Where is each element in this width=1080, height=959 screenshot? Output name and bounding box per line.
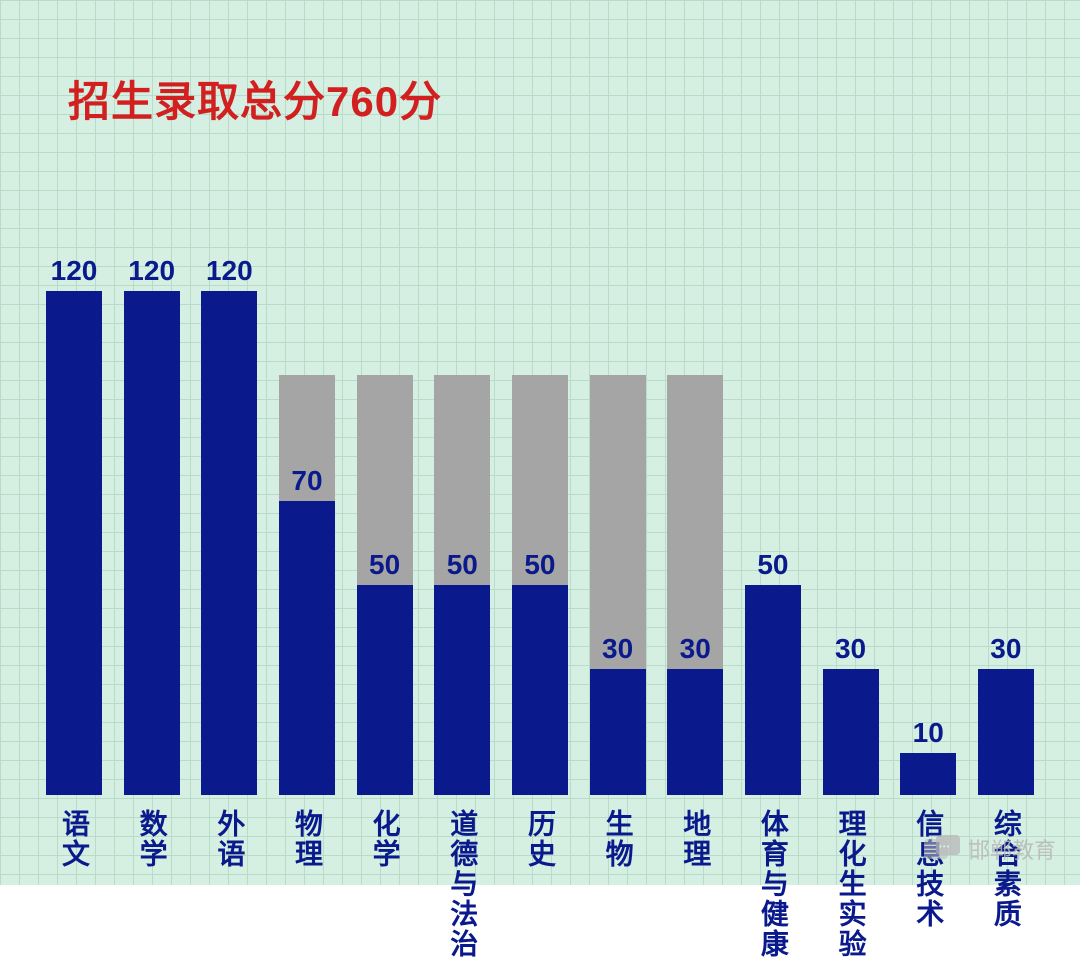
bar-value-label: 30 [667, 633, 723, 665]
bar-slot: 120数学 [124, 291, 180, 795]
category-label: 综合素质 [986, 809, 1026, 929]
category-label: 外语 [209, 809, 249, 869]
bar-blue-segment [46, 291, 102, 795]
bar-slot: 120语文 [46, 291, 102, 795]
bar-blue-segment [201, 291, 257, 795]
category-label: 物理 [287, 809, 327, 869]
category-label: 信息技术 [908, 809, 948, 929]
bar-slot: 50体育与健康 [745, 585, 801, 795]
bar-value-label: 30 [978, 633, 1034, 665]
bar-blue-segment [434, 585, 490, 795]
bar-blue-segment [745, 585, 801, 795]
bar-stack: 50 [357, 375, 413, 795]
bar-value-label: 50 [434, 549, 490, 581]
category-label: 历史 [520, 809, 560, 869]
bar-value-label: 120 [124, 255, 180, 287]
bar-blue-segment [124, 291, 180, 795]
category-label: 体育与健康 [753, 809, 793, 959]
wechat-icon: ••• [924, 835, 960, 863]
bar-value-label: 120 [201, 255, 257, 287]
bar-stack: 120 [124, 291, 180, 795]
bar-slot: 30生物 [590, 375, 646, 795]
bar-stack: 30 [667, 375, 723, 795]
bar-blue-segment [823, 669, 879, 795]
bar-stack: 30 [590, 375, 646, 795]
watermark: ••• 邯郸教育 [924, 833, 1056, 865]
bar-value-label: 50 [745, 549, 801, 581]
bar-slot: 50道德与法治 [434, 375, 490, 795]
category-label: 地理 [675, 809, 715, 869]
bar-blue-segment [279, 501, 335, 795]
bar-slot: 50历史 [512, 375, 568, 795]
bar-stack: 50 [745, 585, 801, 795]
bar-value-label: 70 [279, 465, 335, 497]
bar-slot: 10信息技术 [900, 753, 956, 795]
bar-value-label: 10 [900, 717, 956, 749]
bar-slot: 50化学 [357, 375, 413, 795]
bar-blue-segment [978, 669, 1034, 795]
bar-slot: 30地理 [667, 375, 723, 795]
bar-blue-segment [900, 753, 956, 795]
bar-value-label: 50 [512, 549, 568, 581]
bar-blue-segment [590, 669, 646, 795]
bar-stack: 30 [978, 669, 1034, 795]
bar-slot: 30综合素质 [978, 669, 1034, 795]
chart-title: 招生录取总分760分 [68, 68, 442, 129]
category-label: 语文 [54, 809, 94, 869]
bar-value-label: 30 [590, 633, 646, 665]
category-label: 化学 [365, 809, 405, 869]
bar-slot: 30理化生实验 [823, 669, 879, 795]
category-label: 理化生实验 [831, 809, 871, 959]
bar-stack: 50 [434, 375, 490, 795]
category-label: 数学 [132, 809, 172, 869]
bar-stack: 30 [823, 669, 879, 795]
bar-slot: 120外语 [201, 291, 257, 795]
category-label: 道德与法治 [442, 809, 482, 959]
watermark-text: 邯郸教育 [968, 833, 1056, 865]
bar-blue-segment [667, 669, 723, 795]
bar-stack: 120 [46, 291, 102, 795]
bar-blue-segment [357, 585, 413, 795]
bar-stack: 50 [512, 375, 568, 795]
bar-value-label: 50 [357, 549, 413, 581]
bar-value-label: 120 [46, 255, 102, 287]
bar-chart: 120语文120数学120外语70物理50化学50道德与法治50历史30生物30… [46, 140, 1034, 795]
bar-stack: 10 [900, 753, 956, 795]
bar-stack: 120 [201, 291, 257, 795]
category-label: 生物 [598, 809, 638, 869]
bar-value-label: 30 [823, 633, 879, 665]
bar-blue-segment [512, 585, 568, 795]
bar-slot: 70物理 [279, 375, 335, 795]
bar-stack: 70 [279, 375, 335, 795]
